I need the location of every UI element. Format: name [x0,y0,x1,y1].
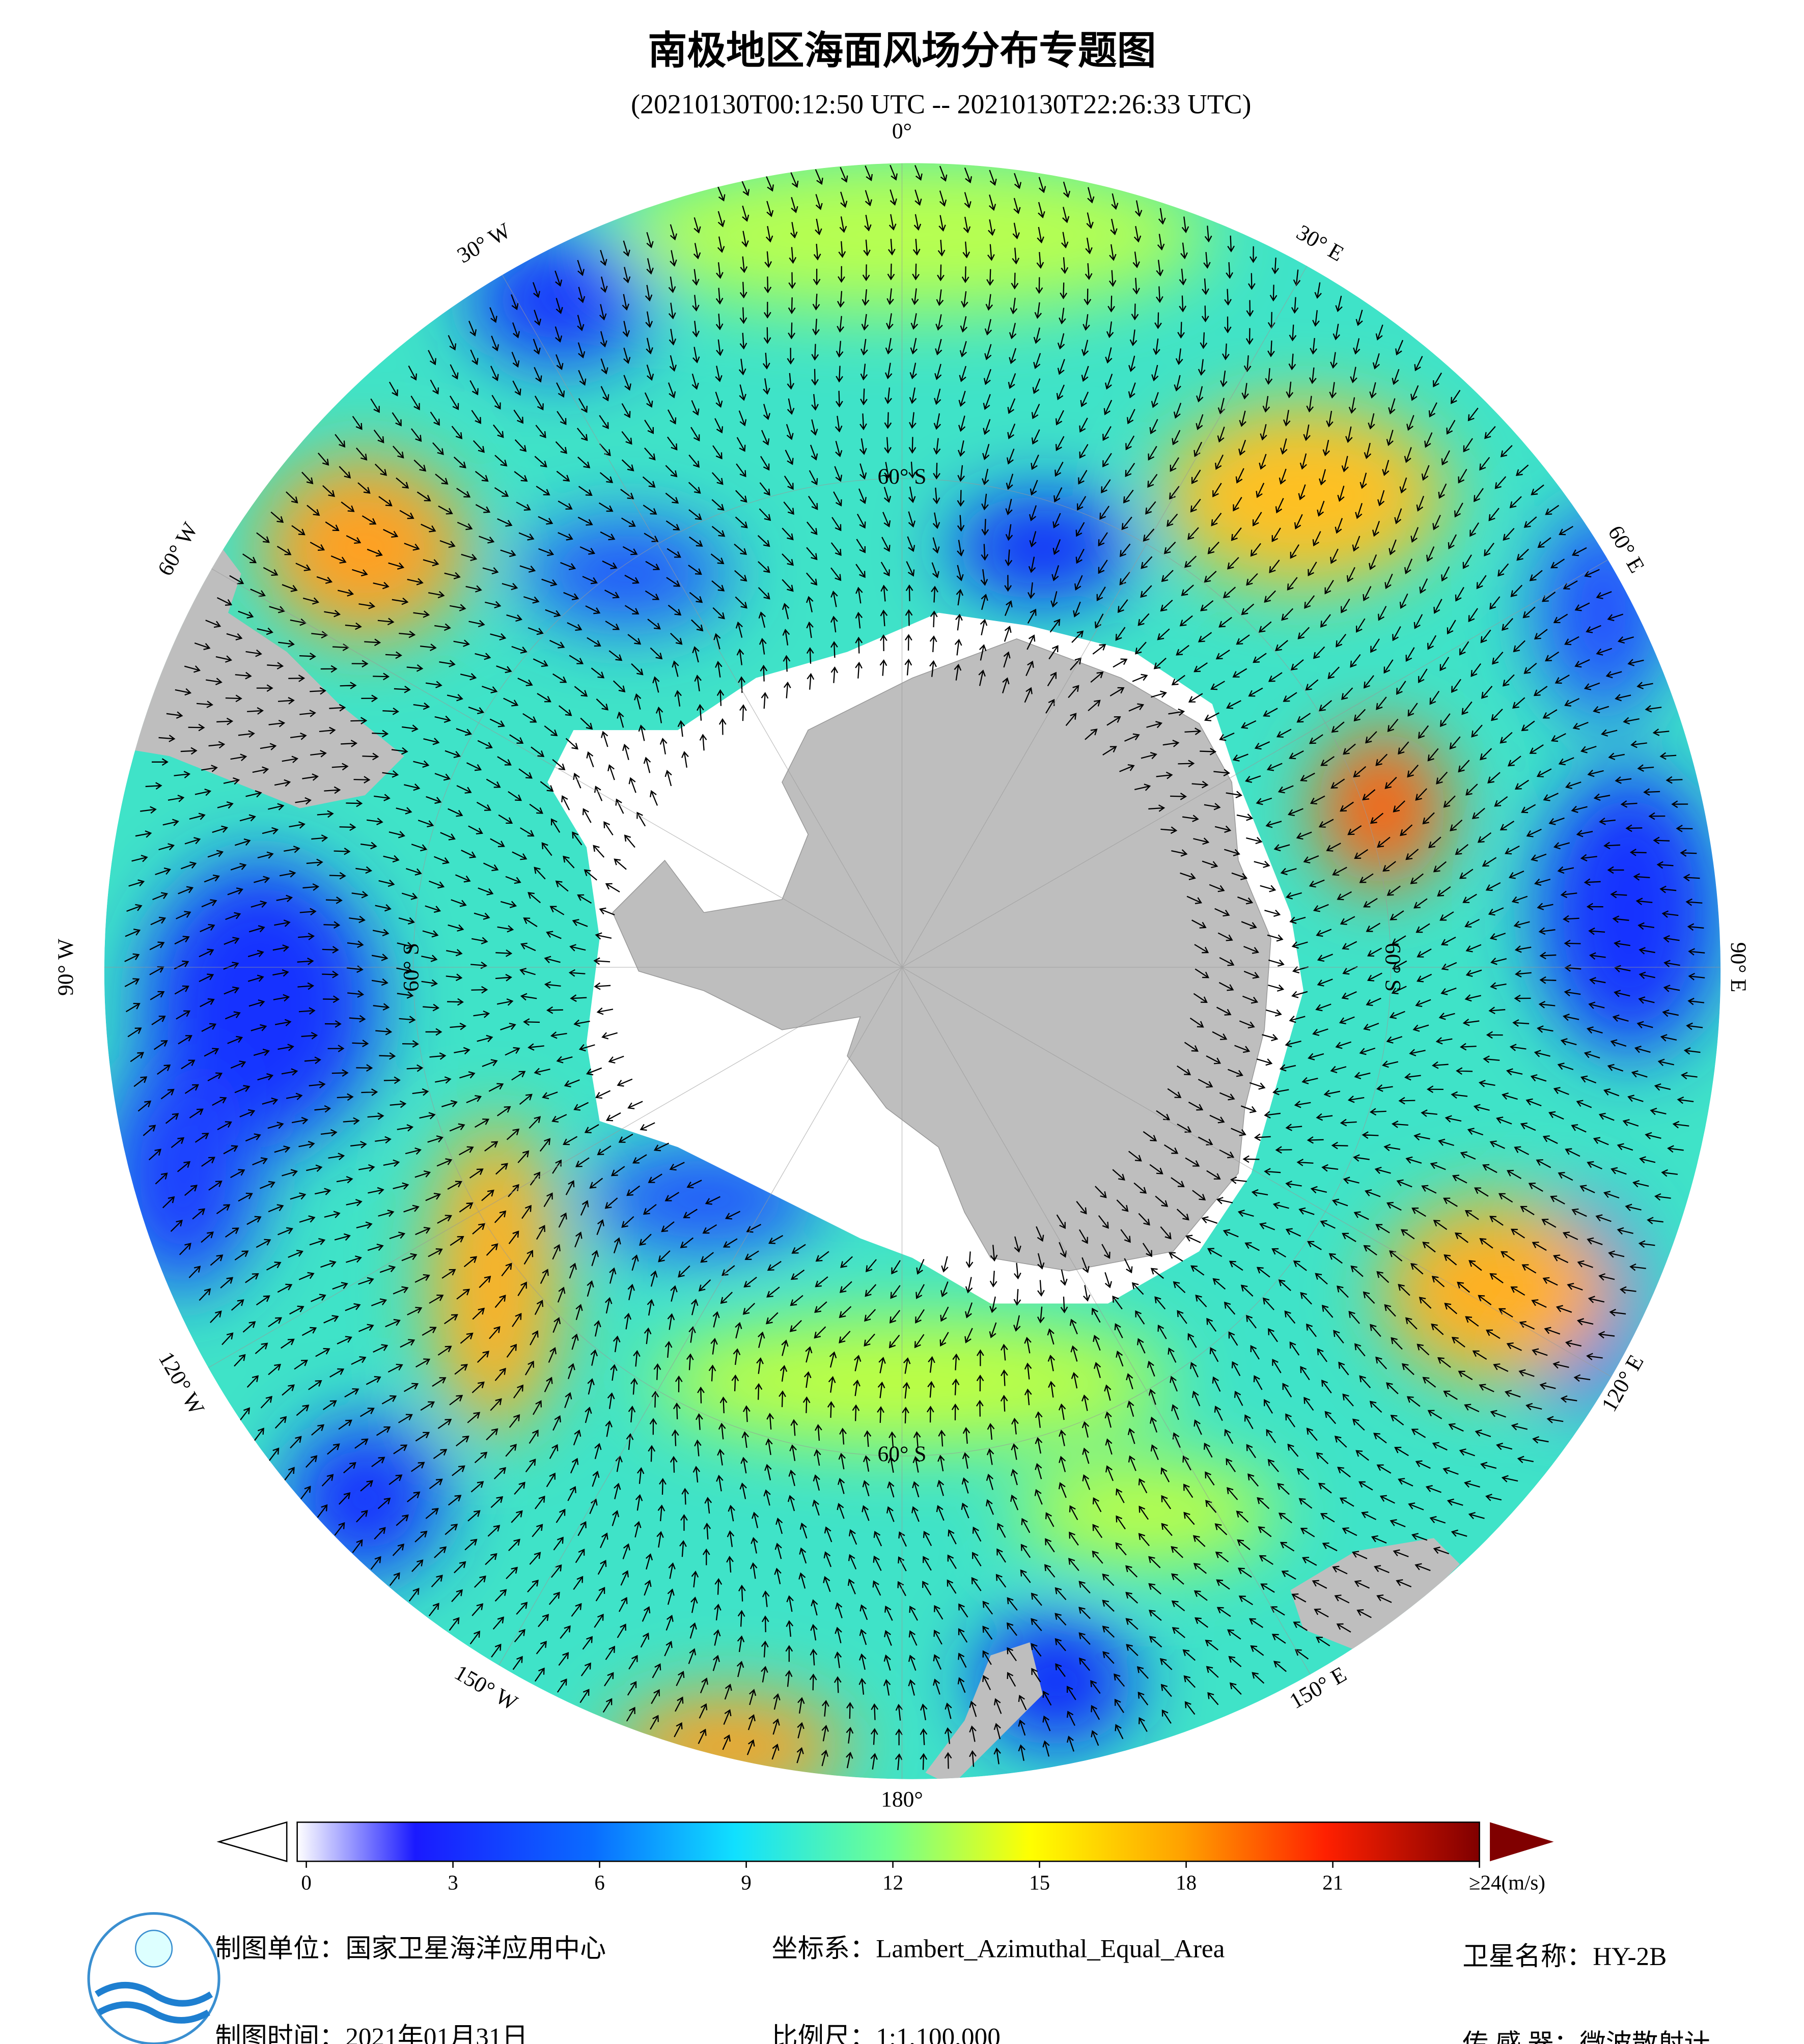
latitude-label: 60° S [399,943,423,992]
longitude-label: 90° W [53,939,78,996]
meridian [112,511,902,968]
scale: 比例尺：1:1,100,000 [772,2023,1001,2044]
longitude-label: 30° W [453,218,515,268]
graticule [104,163,1721,1779]
meridian [112,967,902,1424]
latitude-label: 60° S [878,464,927,489]
colorbar-tick-label: ≥24(m/s) [1469,1871,1545,1894]
colorbar-under [216,1821,288,1862]
colorbar-tick-label: 6 [594,1871,604,1894]
colorbar-tick-label: 15 [1029,1871,1050,1894]
colorbar-tick-label: 0 [301,1871,311,1894]
longitude-label: 60° W [153,518,203,580]
colorbar-tick-label: 9 [741,1871,751,1894]
colorbar-ramp [296,1822,1480,1862]
latitude-label: 60° S [878,1442,927,1466]
colorbar-tick-label: 12 [882,1871,903,1894]
wind-arrows [124,164,1705,1771]
longitude-label: 120° W [154,1348,209,1419]
longitude-label: 180° [881,1787,923,1811]
map-subtitle: (20210130T00:12:50 UTC -- 20210130T22:26… [631,89,1251,120]
meridian [901,177,1359,968]
satellite: 卫星名称：HY-2B [1462,1942,1667,1971]
colorbar-tick-label: 18 [1176,1871,1197,1894]
meridian [901,967,1359,1758]
meridian [445,177,903,968]
colorbar-tick-label: 21 [1322,1871,1343,1894]
colorbar-tick-label: 3 [448,1871,458,1894]
longitude-label: 30° E [1292,220,1348,266]
projection: 坐标系：Lambert_Azimuthal_Equal_Area [772,1935,1225,1964]
latitude-label: 60° S [1381,943,1405,992]
antarctica [612,638,1271,1272]
colorbar: 0 3 6 9 12 15 18 21 ≥24(m/s) [216,1821,1554,1894]
map-date: 制图时间：2021年01月31日 [215,2023,528,2044]
map-title: 南极地区海面风场分布专题图 [648,30,1156,73]
meridian [445,967,903,1758]
logo [87,1912,220,2044]
footer: 制图单位：国家卫星海洋应用中心 制图时间：2021年01月31日 坐标系：Lam… [215,1935,1710,2044]
wind-field [104,163,1721,1779]
meridian [902,967,1692,1424]
longitude-label: 90° E [1726,942,1751,992]
longitude-label: 0° [892,119,912,144]
latitude-labels: 60° S 60° S 60° S 60° S [399,464,1405,1466]
producer: 制图单位：国家卫星海洋应用中心 [215,1935,606,1964]
new-zealand [925,1642,1043,1779]
meridian [902,511,1692,968]
sensor: 传 感 器：微波散射计 [1462,2029,1710,2044]
colorbar-over [1490,1822,1554,1862]
colorbar-ticks: 0 3 6 9 12 15 18 21 ≥24(m/s) [301,1861,1545,1894]
parallel [412,478,1392,1457]
